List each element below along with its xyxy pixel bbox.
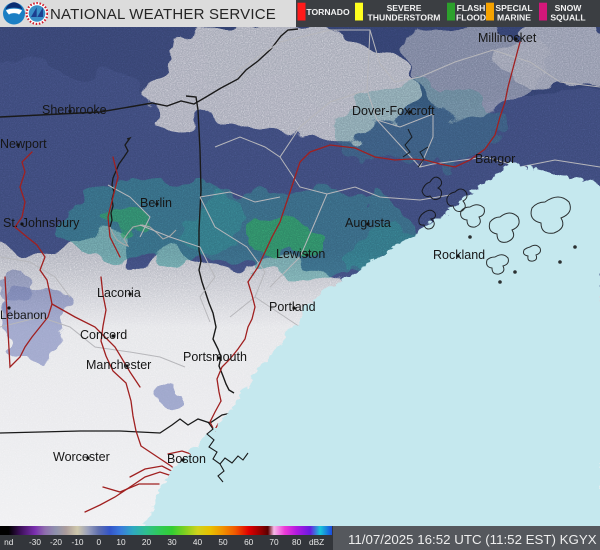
svg-text:MARINE: MARINE	[497, 13, 531, 23]
svg-text:Sherbrooke: Sherbrooke	[42, 103, 107, 117]
svg-text:SNOW: SNOW	[555, 3, 583, 13]
svg-text:Boston: Boston	[167, 452, 206, 466]
svg-text:Portland: Portland	[269, 300, 316, 314]
svg-text:Worcester: Worcester	[53, 450, 110, 464]
svg-text:Manchester: Manchester	[86, 358, 151, 372]
svg-text:Augusta: Augusta	[345, 216, 391, 230]
svg-text:Laconia: Laconia	[97, 286, 141, 300]
svg-text:Lebanon: Lebanon	[0, 308, 47, 322]
svg-text:SQUALL: SQUALL	[550, 13, 585, 23]
svg-text:TORNADO: TORNADO	[306, 7, 350, 17]
svg-text:Dover-Foxcroft: Dover-Foxcroft	[352, 104, 435, 118]
svg-text:Bangor: Bangor	[475, 152, 515, 166]
svg-text:Millinocket: Millinocket	[478, 31, 537, 45]
svg-text:FLOOD: FLOOD	[456, 13, 486, 23]
svg-text:FLASH: FLASH	[457, 3, 486, 13]
svg-text:SPECIAL: SPECIAL	[495, 3, 532, 13]
svg-text:St. Johnsbury: St. Johnsbury	[3, 216, 80, 230]
svg-text:Newport: Newport	[0, 137, 47, 151]
svg-text:Portsmouth: Portsmouth	[183, 350, 247, 364]
svg-text:Concord: Concord	[80, 328, 127, 342]
svg-text:Rockland: Rockland	[433, 248, 485, 262]
svg-text:THUNDERSTORM: THUNDERSTORM	[368, 13, 441, 23]
svg-text:Lewiston: Lewiston	[276, 247, 325, 261]
svg-text:SEVERE: SEVERE	[387, 3, 422, 13]
svg-text:Berlin: Berlin	[140, 196, 172, 210]
